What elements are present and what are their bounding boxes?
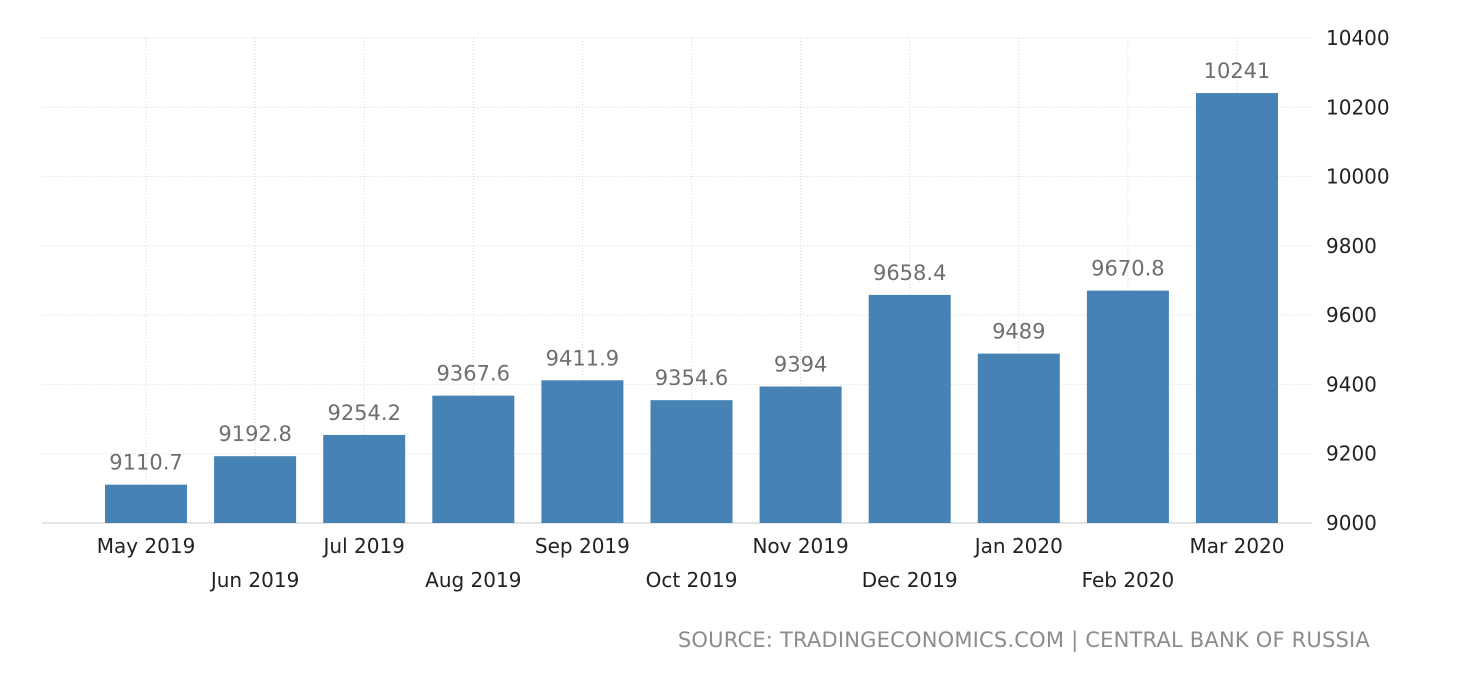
x-tick-label: Mar 2020 — [1190, 534, 1285, 558]
y-tick-label: 10200 — [1326, 95, 1390, 119]
data-label: 9254.2 — [327, 401, 400, 425]
data-label: 9394 — [774, 353, 827, 377]
y-tick-label: 9200 — [1326, 442, 1377, 466]
y-tick-label: 9000 — [1326, 511, 1377, 535]
bar-jan-2020 — [977, 353, 1060, 523]
data-label: 9658.4 — [873, 261, 946, 285]
data-label: 9354.6 — [655, 366, 728, 390]
bar-jun-2019 — [214, 456, 297, 523]
bar-oct-2019 — [650, 400, 733, 523]
bar-dec-2019 — [868, 294, 951, 523]
data-label: 9411.9 — [546, 346, 619, 370]
x-tick-label: Feb 2020 — [1082, 568, 1175, 592]
data-label: 10241 — [1204, 59, 1271, 83]
x-tick-label: Sep 2019 — [535, 534, 630, 558]
data-label: 9192.8 — [218, 422, 291, 446]
bar-jul-2019 — [323, 434, 406, 523]
x-axis-ticks: May 2019 Jun 2019 Jul 2019 Aug 2019 Sep 2019… — [97, 534, 1285, 592]
x-tick-label: Jul 2019 — [322, 534, 405, 558]
y-axis-ticks: 9000 9200 9400 9600 9800 10000 10200 10400 — [1326, 26, 1390, 535]
data-label: 9367.6 — [437, 362, 510, 386]
bars — [105, 93, 1278, 523]
bar-mar-2020 — [1196, 93, 1278, 523]
y-tick-label: 10000 — [1326, 165, 1390, 189]
data-label: 9670.8 — [1091, 257, 1164, 281]
bar-feb-2020 — [1086, 290, 1169, 523]
data-label: 9110.7 — [109, 451, 182, 475]
x-tick-label: May 2019 — [97, 534, 196, 558]
bar-nov-2019 — [759, 386, 842, 523]
bar-aug-2019 — [432, 395, 515, 523]
x-tick-label: Jan 2020 — [973, 534, 1063, 558]
bar-may-2019 — [105, 484, 187, 523]
x-tick-label: Jun 2019 — [209, 568, 300, 592]
y-tick-label: 9400 — [1326, 372, 1377, 396]
x-tick-label: Dec 2019 — [862, 568, 958, 592]
y-tick-label: 9600 — [1326, 303, 1377, 327]
y-tick-label: 10400 — [1326, 26, 1390, 50]
x-tick-label: Aug 2019 — [425, 568, 521, 592]
source-credit: SOURCE: TRADINGECONOMICS.COM | CENTRAL B… — [677, 628, 1370, 652]
bar-sep-2019 — [541, 380, 624, 523]
x-tick-label: Nov 2019 — [752, 534, 848, 558]
x-tick-label: Oct 2019 — [646, 568, 738, 592]
data-label: 9489 — [992, 320, 1045, 344]
y-tick-label: 9800 — [1326, 234, 1377, 258]
data-labels: 9110.7 9192.8 9254.2 9367.6 9411.9 9354.6 9394… — [109, 59, 1270, 475]
